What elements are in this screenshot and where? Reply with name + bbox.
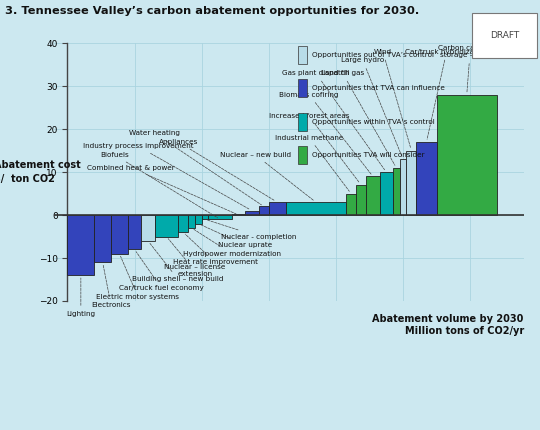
Text: Increased forest areas: Increased forest areas	[269, 113, 360, 183]
Bar	[128, 215, 141, 249]
Text: Land fill gas: Land fill gas	[321, 70, 395, 165]
Bar	[380, 172, 393, 215]
Bar	[259, 206, 269, 215]
Text: Biomass cofiring: Biomass cofiring	[279, 92, 371, 174]
Bar	[195, 215, 201, 224]
Text: Large hydro: Large hydro	[341, 57, 402, 157]
Text: Nuclear - completion: Nuclear - completion	[208, 220, 296, 240]
FancyBboxPatch shape	[298, 79, 307, 97]
Bar	[366, 176, 380, 215]
Text: Opportunities within TVA’s control: Opportunities within TVA’s control	[312, 119, 435, 125]
Bar	[269, 202, 286, 215]
Bar	[154, 215, 178, 237]
Bar	[141, 215, 154, 241]
Text: DRAFT: DRAFT	[490, 31, 519, 40]
Text: Electronics: Electronics	[91, 265, 131, 308]
Text: Building shell – new build: Building shell – new build	[132, 243, 224, 283]
Bar	[406, 150, 416, 215]
Text: Heat rate improvement: Heat rate improvement	[173, 234, 258, 265]
Text: Industrial methane: Industrial methane	[275, 135, 349, 191]
Text: 3. Tennessee Valley’s carbon abatement opportunities for 2030.: 3. Tennessee Valley’s carbon abatement o…	[5, 6, 420, 16]
Text: Abatement volume by 2030
Million tons of CO2/yr: Abatement volume by 2030 Million tons of…	[373, 314, 524, 335]
Bar	[436, 95, 497, 215]
Text: Car/truck fuel economy: Car/truck fuel economy	[119, 252, 204, 291]
Text: Gas plant dispatch: Gas plant dispatch	[282, 70, 384, 170]
Bar	[178, 215, 188, 232]
FancyBboxPatch shape	[298, 146, 307, 164]
Text: Carbon capture &
storage – retrofit: Carbon capture & storage – retrofit	[438, 45, 502, 92]
Text: Opportunities TVA will consider: Opportunities TVA will consider	[312, 152, 425, 158]
FancyBboxPatch shape	[298, 113, 307, 131]
Text: Abatement cost
$/  ton CO2: Abatement cost $/ ton CO2	[0, 160, 80, 184]
Bar	[393, 168, 400, 215]
Text: Nuclear – license
extension: Nuclear – license extension	[164, 239, 226, 277]
Text: Nuclear – new build: Nuclear – new build	[220, 152, 314, 200]
Bar	[416, 142, 436, 215]
Bar	[245, 211, 259, 215]
FancyBboxPatch shape	[298, 46, 307, 64]
Text: Lighting: Lighting	[66, 278, 96, 317]
Bar	[188, 215, 195, 228]
Text: Opportunities that TVA can influence: Opportunities that TVA can influence	[312, 85, 446, 91]
Bar	[94, 215, 111, 262]
Bar	[201, 215, 208, 219]
Bar	[111, 215, 128, 254]
Bar	[286, 202, 346, 215]
Text: Biofuels: Biofuels	[100, 152, 218, 218]
Bar	[68, 215, 94, 275]
Bar	[400, 159, 407, 215]
Bar	[356, 185, 366, 215]
Text: Hydropower modernization: Hydropower modernization	[183, 229, 281, 257]
Text: Car/truck hybridization: Car/truck hybridization	[405, 49, 488, 139]
Text: Nuclear uprate: Nuclear uprate	[201, 225, 272, 248]
Text: Electric motor systems: Electric motor systems	[97, 256, 179, 300]
Bar	[232, 214, 245, 215]
Text: Opportunities out of TVA’s control: Opportunities out of TVA’s control	[312, 52, 434, 58]
Text: Water heating: Water heating	[129, 130, 261, 205]
Text: Appliances: Appliances	[158, 139, 275, 201]
Text: Combined heat & power: Combined heat & power	[87, 165, 236, 214]
Text: Wind: Wind	[374, 49, 410, 148]
Bar	[346, 194, 356, 215]
Bar	[208, 215, 232, 219]
Text: Industry process improvement: Industry process improvement	[83, 143, 249, 209]
